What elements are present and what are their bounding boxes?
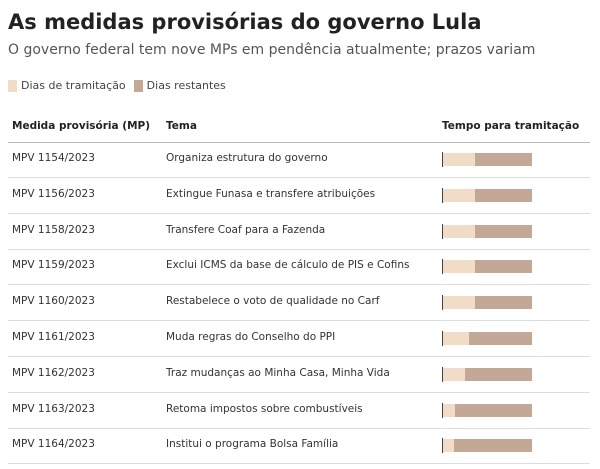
mp-cell: MPV 1163/2023: [12, 402, 95, 415]
tema-cell: Extingue Funasa e transfere atribuições: [166, 187, 376, 200]
legend-item: Dias restantes: [133, 79, 226, 92]
bar-segment: [442, 403, 455, 417]
row-rule: [8, 284, 590, 286]
tema-cell: Organiza estrutura do governo: [166, 152, 328, 164]
row-rule: [8, 356, 590, 357]
bar-segment: [465, 367, 532, 381]
bar-axis: [442, 366, 443, 382]
legend-label: Dias restantes: [146, 79, 226, 92]
bar-segment: [454, 403, 532, 417]
bar-segment: [475, 224, 532, 238]
subtitle: O governo federal tem nove MPs em pendên…: [8, 42, 536, 58]
bar-segment: [442, 188, 475, 202]
row-rule: [8, 248, 590, 250]
mp-cell: MPV 1162/2023: [12, 366, 95, 379]
column-header: Tempo para tramitação: [442, 120, 580, 132]
bar-axis: [442, 187, 443, 203]
bar-axis: [442, 438, 443, 454]
row-rule: [8, 320, 590, 322]
mp-cell: MPV 1156/2023: [12, 187, 95, 200]
bar-segment: [475, 153, 532, 166]
legend-swatch: [133, 79, 143, 92]
bar-segment: [475, 296, 532, 310]
tema-cell: Traz mudanças ao Minha Casa, Minha Vida: [166, 366, 390, 379]
row-rule: [8, 212, 590, 214]
mp-cell: MPV 1159/2023: [12, 259, 95, 272]
tema-cell: Exclui ICMS da base de cálculo de PIS e …: [166, 259, 410, 272]
bar-segment: [442, 296, 475, 310]
bar-axis: [442, 331, 443, 346]
mp-cell: MPV 1164/2023: [12, 438, 95, 451]
mp-cell: MPV 1158/2023: [12, 223, 95, 236]
bar-segment: [469, 332, 532, 345]
bar-segment: [442, 224, 475, 238]
legend-swatch: [8, 79, 17, 92]
bar-axis: [442, 152, 443, 167]
column-header: Medida provisória (MP): [12, 120, 151, 132]
bar-axis: [442, 223, 443, 239]
bar-segment: [454, 439, 532, 453]
bar-segment: [475, 188, 532, 202]
mp-cell: MPV 1160/2023: [12, 295, 95, 308]
bar-segment: [442, 153, 475, 166]
tema-cell: Restabelece o voto de qualidade no Carf: [166, 295, 380, 308]
legend-item: Dias de tramitação: [8, 79, 126, 92]
bar-segment: [442, 439, 454, 453]
legend-label: Dias de tramitação: [21, 79, 126, 92]
column-header: Tema: [166, 120, 197, 132]
tema-cell: Transfere Coaf para a Fazenda: [166, 223, 326, 236]
bar-axis: [442, 259, 443, 275]
bar-axis: [442, 402, 443, 418]
title: As medidas provisórias do governo Lula: [8, 10, 482, 34]
bar-segment: [442, 260, 475, 274]
row-rule: [8, 463, 590, 465]
bar-axis: [442, 295, 443, 311]
tema-cell: Muda regras do Conselho do PPI: [166, 331, 336, 343]
bar-segment: [442, 332, 469, 345]
header-rule: [8, 142, 590, 143]
row-rule: [8, 391, 590, 393]
mp-cell: MPV 1154/2023: [12, 152, 95, 164]
bar-segment: [475, 260, 532, 274]
tema-cell: Retoma impostos sobre combustíveis: [166, 402, 363, 415]
row-rule: [8, 177, 590, 178]
bar-segment: [442, 367, 466, 381]
mp-cell: MPV 1161/2023: [12, 331, 95, 343]
row-rule: [8, 427, 590, 429]
tema-cell: Institui o programa Bolsa Família: [166, 438, 339, 451]
